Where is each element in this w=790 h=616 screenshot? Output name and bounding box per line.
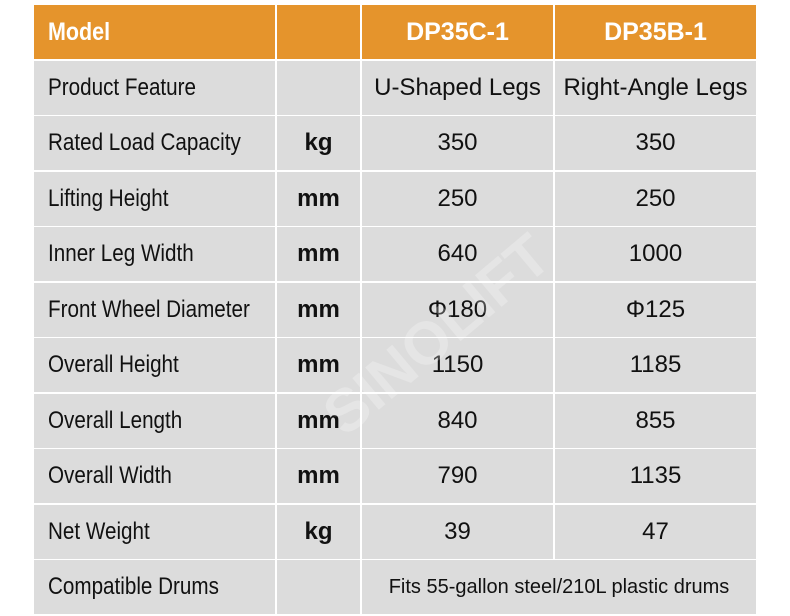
- row-label: Front Wheel Diameter: [34, 282, 275, 337]
- row-label-text: Product Feature: [48, 73, 197, 101]
- row-label: Rated Load Capacity: [34, 116, 275, 170]
- row-unit: mm: [277, 338, 360, 392]
- row-label-text: Lifting Height: [48, 184, 169, 212]
- row-unit: mm: [277, 171, 360, 226]
- row-unit: mm: [277, 282, 360, 337]
- header-column: DP35B-1: [555, 5, 756, 59]
- row-value: Φ180: [362, 282, 553, 337]
- row-unit: mm: [277, 393, 360, 448]
- row-label: Lifting Height: [34, 171, 275, 226]
- row-label: Compatible Drums: [34, 560, 275, 614]
- row-shared-value: Fits 55-gallon steel/210L plastic drums: [362, 560, 756, 614]
- row-value: 1135: [555, 449, 756, 503]
- row-unit: mm: [277, 449, 360, 503]
- row-value: 47: [555, 504, 756, 559]
- row-label-text: Compatible Drums: [48, 573, 219, 600]
- row-unit: kg: [277, 116, 360, 170]
- row-label-text: Net Weight: [48, 517, 150, 545]
- row-value: 250: [555, 171, 756, 226]
- row-label-text: Overall Length: [48, 406, 183, 434]
- row-label-text: Overall Width: [48, 462, 172, 489]
- row-unit: kg: [277, 504, 360, 559]
- row-value: 350: [362, 116, 553, 170]
- row-value: 1000: [555, 227, 756, 281]
- row-label-text: Inner Leg Width: [48, 240, 194, 267]
- row-value: 840: [362, 393, 553, 448]
- row-label: Product Feature: [34, 60, 275, 115]
- row-label-text: Rated Load Capacity: [48, 129, 241, 156]
- row-value: 39: [362, 504, 553, 559]
- row-value: 1150: [362, 338, 553, 392]
- row-unit: [277, 560, 360, 614]
- row-value: Right-Angle Legs: [555, 60, 756, 115]
- row-value: Φ125: [555, 282, 756, 337]
- row-label-text: Overall Height: [48, 351, 179, 378]
- spec-table: Model DP35C-1 DP35B-1 Product Feature U-Shap…: [34, 5, 756, 614]
- header-column: DP35C-1: [362, 5, 553, 59]
- header-title: Model: [34, 5, 275, 59]
- row-unit: mm: [277, 227, 360, 281]
- row-value: 640: [362, 227, 553, 281]
- row-label: Overall Length: [34, 393, 275, 448]
- header-unit: [277, 5, 360, 59]
- row-value: 250: [362, 171, 553, 226]
- row-label: Inner Leg Width: [34, 227, 275, 281]
- row-value: 855: [555, 393, 756, 448]
- row-value: U-Shaped Legs: [362, 60, 553, 115]
- row-value: 1185: [555, 338, 756, 392]
- row-label: Net Weight: [34, 504, 275, 559]
- header-title-text: Model: [48, 17, 111, 46]
- row-label: Overall Width: [34, 449, 275, 503]
- row-label-text: Front Wheel Diameter: [48, 295, 250, 323]
- row-label: Overall Height: [34, 338, 275, 392]
- row-unit: [277, 60, 360, 115]
- row-value: 350: [555, 116, 756, 170]
- row-value: 790: [362, 449, 553, 503]
